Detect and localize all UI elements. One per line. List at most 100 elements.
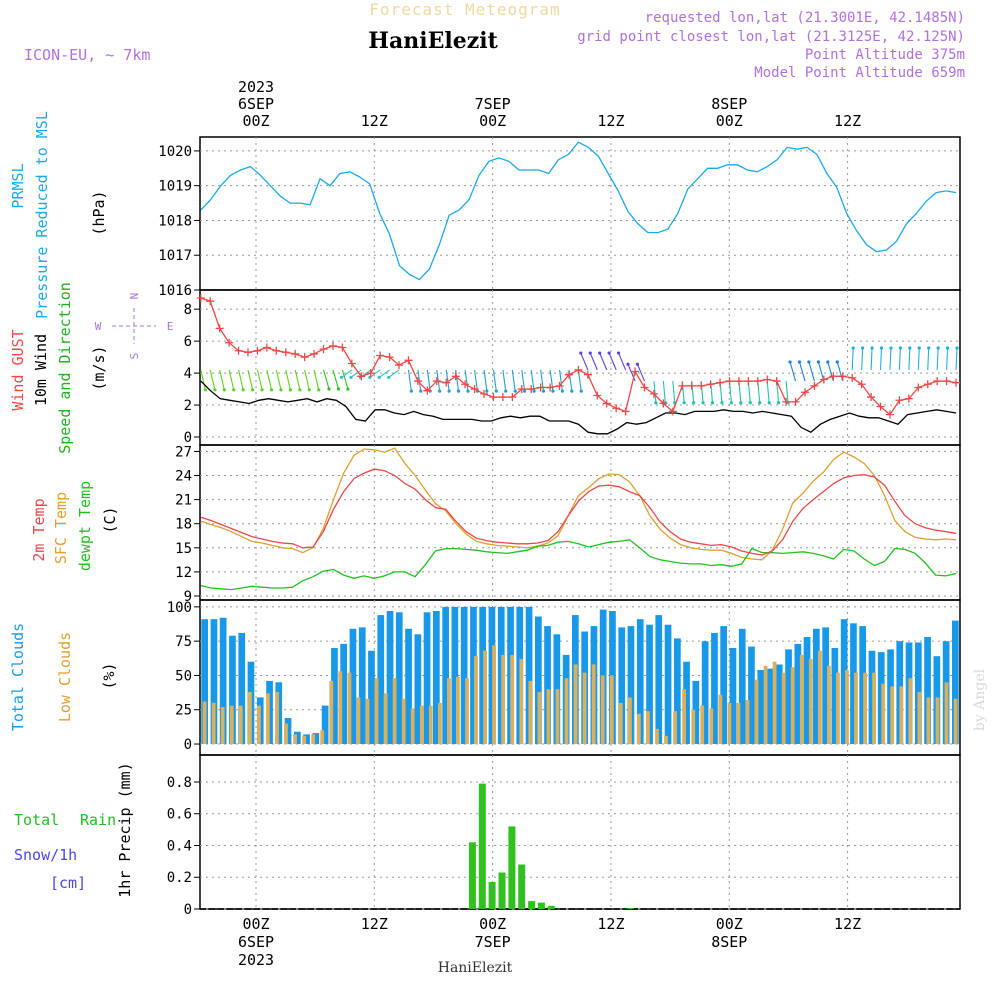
total-cloud-bar (210, 619, 218, 744)
wind-arrow (228, 369, 235, 390)
bottom-time-label: 12Z (834, 915, 861, 933)
wind-arrow (917, 347, 920, 370)
wind-arrow-head (377, 375, 381, 380)
gust-marker (319, 345, 328, 354)
wind-arrow (388, 369, 400, 378)
wind-arrow-head (739, 401, 743, 405)
total-cloud-bar (803, 637, 811, 744)
y-tick-label: 0.4 (167, 838, 192, 854)
gust-marker (734, 377, 743, 386)
total-cloud-bar (664, 624, 672, 744)
wind-arrow (589, 352, 598, 371)
wind-arrow-head (710, 401, 715, 405)
total-cloud-bar (636, 619, 644, 744)
total-cloud-bar (924, 637, 931, 744)
y-tick-label: 0 (184, 902, 192, 918)
total-cloud-bar (646, 624, 653, 744)
low-cloud-bar (438, 702, 442, 745)
low-cloud-bar (465, 678, 469, 744)
low-cloud-bar (564, 678, 569, 744)
y-tick-label: 2 (184, 398, 192, 414)
low-cloud-bar (573, 664, 578, 745)
wind-arrow (798, 361, 806, 382)
wind-arrow (558, 369, 563, 392)
total-cloud-bar (729, 648, 737, 744)
wind-arrow-head (419, 389, 423, 393)
gust-marker (281, 348, 290, 357)
low-cloud-bar (320, 730, 325, 744)
wind-arrow (789, 361, 797, 382)
low-cloud-bar (546, 689, 551, 745)
y-tick-label: 1017 (158, 248, 192, 264)
wind-arrow (636, 364, 646, 382)
wind-arrow-head (692, 401, 696, 405)
gust-marker (942, 377, 951, 386)
wind-arrow (946, 347, 949, 370)
gust-marker (234, 346, 243, 355)
total-cloud-bar (655, 615, 663, 744)
wind-arrow (313, 369, 320, 390)
compass-letter: N (128, 293, 141, 300)
rain-bar (547, 905, 555, 909)
wind-arrow-head (701, 401, 705, 405)
total-cloud-bar (627, 626, 635, 745)
total-cloud-bar (219, 617, 227, 744)
y-tick-label: 0.2 (167, 870, 192, 886)
wind-arrow-head (485, 389, 489, 393)
gust-marker (791, 397, 800, 406)
wind-arrow-head (720, 401, 724, 405)
gust-marker (678, 381, 687, 390)
gust-marker (480, 389, 489, 398)
gust-marker (631, 367, 640, 376)
wind-arrow (219, 369, 225, 390)
wind-arrow (653, 381, 657, 403)
bottom-time-label: 2023 (238, 951, 274, 969)
bottom-time-label: 12Z (597, 915, 624, 933)
low-cloud-bar (275, 691, 279, 744)
panel-temperature: 9 12 15 18 21 24 27 (175, 444, 961, 605)
gust-marker (612, 404, 621, 413)
low-cloud-bar (211, 702, 216, 745)
wind-arrow-head (682, 401, 686, 405)
total-cloud-bar (757, 670, 765, 745)
wind-arrow-head (616, 351, 621, 355)
total-cloud-bar (553, 634, 561, 744)
wind-arrow-head (927, 346, 931, 350)
gust-marker (895, 396, 904, 405)
compass-cross (112, 308, 156, 344)
low-cloud-bar (818, 650, 822, 745)
wind-arrow (618, 352, 627, 371)
total-cloud-bar (303, 734, 310, 744)
wind-arrow-head (222, 388, 226, 392)
wind-arrow-head (879, 346, 884, 350)
wind-arrow (464, 369, 469, 392)
top-time-label: 12Z (597, 112, 624, 130)
gust-marker (253, 346, 262, 355)
gust-marker (782, 397, 791, 406)
wind-arrow-head (598, 351, 602, 355)
wind-arrow-head (917, 346, 921, 350)
rain-bar (488, 882, 496, 909)
low-cloud-bar (609, 675, 614, 744)
rain-bar (508, 826, 516, 909)
gust-marker (885, 410, 894, 419)
wind-arrow-head (816, 360, 820, 364)
total-cloud-bar (377, 615, 385, 744)
low-cloud-bar (836, 672, 840, 744)
gust-marker (527, 385, 536, 394)
watermark: by Angel (972, 668, 988, 731)
low-cloud-bar (881, 683, 886, 745)
wind-arrow (827, 361, 834, 382)
gust-marker (602, 399, 611, 408)
low-cloud-bar (718, 694, 723, 744)
top-time-label: 8SEP (711, 95, 747, 113)
gust-marker (461, 380, 470, 389)
wind-arrow (766, 381, 770, 403)
wind-arrow-head (626, 362, 630, 366)
gust-marker (262, 343, 271, 352)
wind-speed-line (200, 380, 957, 435)
wind-arrow (247, 369, 254, 390)
low-cloud-bar (302, 735, 306, 744)
top-time-label: 2023 (238, 78, 274, 96)
low-cloud-bar (944, 682, 949, 744)
